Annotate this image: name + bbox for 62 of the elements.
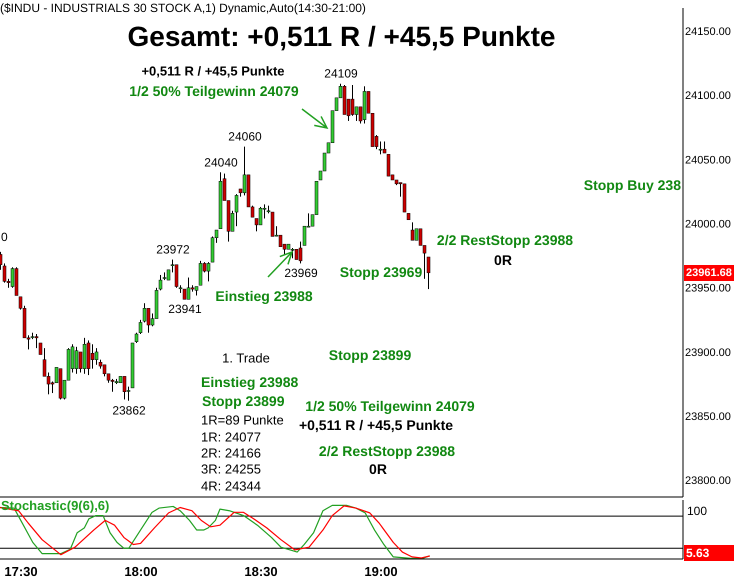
annotation: 1/2 50% Teilgewinn 24079 — [129, 83, 299, 99]
annotation: 4R: 24344 — [201, 478, 261, 494]
annotation: 3R: 24255 — [201, 462, 261, 476]
annotation: Stopp 23899 — [202, 393, 285, 409]
y-tick-label: 23850.00 — [685, 411, 731, 424]
y-tick-label: 24050.00 — [685, 154, 731, 166]
candlestick — [122, 376, 126, 400]
annotation: Einstieg 23988 — [215, 288, 313, 304]
annotation: 0R — [369, 461, 387, 477]
annotation: 0 — [1, 230, 8, 244]
x-tick-label: 19:00 — [364, 564, 398, 580]
y-tick-label: 24100.00 — [685, 90, 731, 102]
y-tick-label: 23950.00 — [685, 282, 731, 295]
y-tick-label: 24150.00 — [685, 26, 731, 38]
candlestick — [198, 260, 202, 286]
candlestick — [350, 84, 354, 116]
y-tick-label: 24000.00 — [685, 218, 731, 231]
x-tick-label: 17:30 — [4, 564, 38, 580]
annotation: Stopp Buy 238 — [584, 177, 682, 193]
candlestick — [186, 277, 190, 300]
text: 5.63 — [686, 546, 710, 560]
candlestick — [426, 256, 430, 290]
x-tick-label: 18:30 — [244, 564, 278, 580]
annotation: 0R — [494, 252, 512, 268]
candlestick — [294, 248, 298, 260]
candlestick — [382, 140, 386, 154]
annotation: 24040 — [204, 155, 238, 170]
annotation: 23862 — [112, 404, 146, 418]
annotation: 23941 — [168, 302, 202, 316]
annotation: +0,511 R / +45,5 Punkte — [141, 64, 285, 78]
candlestick — [290, 248, 294, 259]
candlestick — [74, 346, 78, 374]
annotation: Einstieg 23988 — [201, 374, 298, 390]
annotation: 24060 — [228, 130, 262, 144]
candlestick — [182, 288, 186, 300]
annotation: 24109 — [324, 66, 358, 81]
annotation: 2/2 RestStopp 23988 — [318, 443, 456, 459]
annotation: Stopp 23969 — [340, 264, 422, 280]
y-tick-label: 23800.00 — [685, 475, 731, 488]
chart-title: Stochastic(9(6),6) — [1, 498, 110, 513]
candlestick — [258, 206, 262, 226]
annotation: +0,511 R / +45,5 Punkte — [298, 417, 454, 433]
annotation: 1/2 50% Teilgewinn 24079 — [305, 398, 475, 414]
annotation: 2R: 24166 — [201, 446, 261, 460]
candlestick — [90, 344, 94, 370]
annotation: 2/2 RestStopp 23988 — [436, 232, 574, 248]
candlestick — [410, 222, 414, 241]
candlestick — [386, 154, 390, 177]
y-tick-label: 23900.00 — [685, 346, 731, 359]
annotation: 23972 — [156, 242, 190, 257]
text: 23961.68 — [686, 267, 732, 279]
annotation: 1. Trade — [222, 350, 270, 366]
annotation: 1R: 24077 — [201, 430, 261, 444]
text: 100 — [687, 504, 708, 518]
chart-subtitle: ($INDU - INDUSTRIALS 30 STOCK A,1) Dynamic,Auto(14:30-21:00) — [0, 1, 366, 15]
annotation: 23969 — [284, 266, 318, 280]
chart-title: Gesamt: +0,511 R / +45,5 Punkte — [126, 21, 556, 53]
x-tick-label: 18:00 — [124, 564, 158, 580]
annotation: Stopp 23899 — [328, 347, 412, 363]
annotation: 1R=89 Punkte — [201, 412, 284, 428]
candlestick — [94, 348, 98, 366]
candlestick — [278, 234, 282, 248]
